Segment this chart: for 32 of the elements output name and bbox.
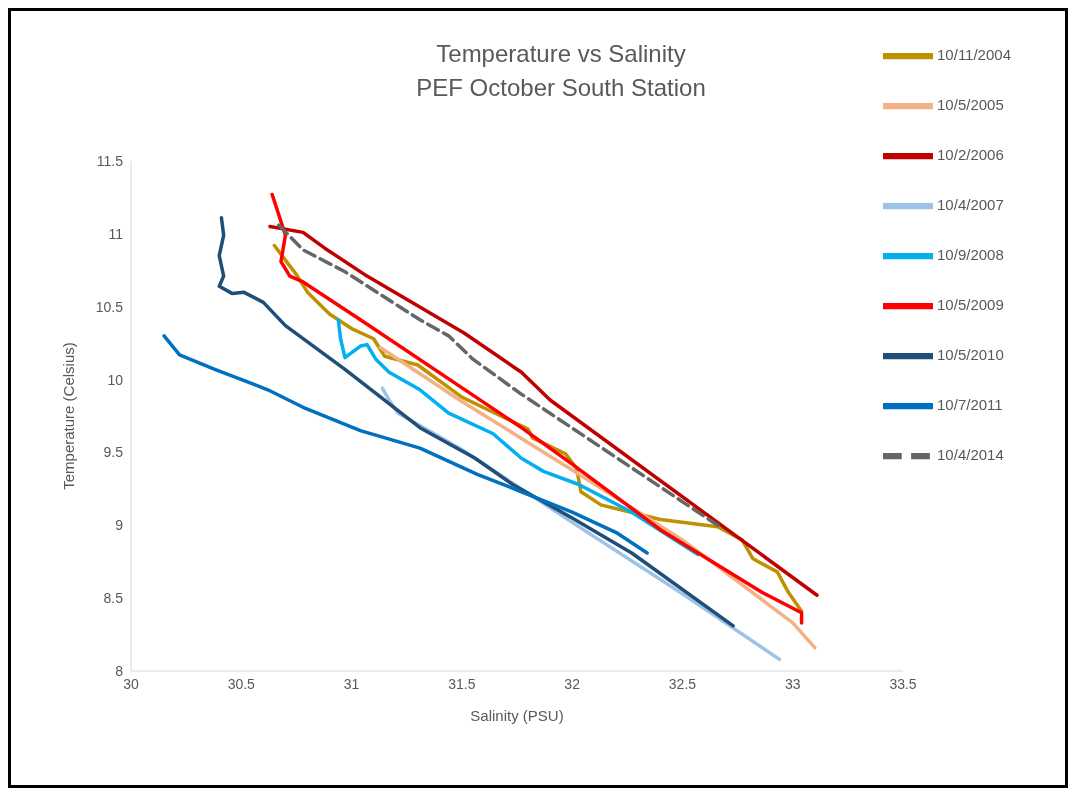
legend-label: 10/4/2014 (937, 445, 1004, 463)
y-tick-label: 9 (115, 517, 124, 534)
x-tick-label: 31.5 (448, 675, 476, 692)
y-tick-label: 10 (107, 371, 124, 388)
x-axis-title: Salinity (PSU) (470, 707, 564, 724)
legend-label: 10/5/2009 (937, 295, 1004, 313)
chart-title: Temperature vs Salinity (435, 39, 687, 69)
legend-label: 10/5/2005 (937, 95, 1004, 113)
x-tick-label: 31 (343, 675, 360, 692)
legend-label: 10/11/2004 (937, 45, 1011, 63)
x-tick-label: 30.5 (227, 675, 256, 692)
legend-label: 10/5/2010 (937, 345, 1004, 363)
x-tick-label: 32.5 (668, 675, 697, 692)
y-tick-label: 8 (115, 662, 124, 679)
y-tick-label: 11.5 (96, 152, 124, 169)
legend-label: 10/4/2007 (937, 195, 1004, 213)
y-tick-label: 10.5 (95, 298, 124, 315)
chart-subtitle: PEF October South Station (415, 73, 707, 103)
x-tick-label: 33 (784, 675, 801, 692)
legend-label: 10/7/2011 (937, 395, 1003, 413)
line-series (217, 216, 735, 628)
legend-label: 10/9/2008 (937, 245, 1004, 263)
line-series (162, 334, 649, 555)
line-series (277, 223, 720, 528)
y-tick-label: 11 (108, 225, 124, 242)
x-tick-label: 30 (123, 675, 139, 692)
x-tick-label: 33.5 (889, 675, 917, 692)
y-tick-label: 8.5 (103, 590, 124, 607)
y-axis-title: Temperature (Celsius) (60, 342, 78, 490)
legend-label: 10/2/2006 (937, 145, 1004, 163)
x-tick-label: 32 (564, 675, 581, 692)
y-tick-label: 9.5 (103, 444, 124, 461)
